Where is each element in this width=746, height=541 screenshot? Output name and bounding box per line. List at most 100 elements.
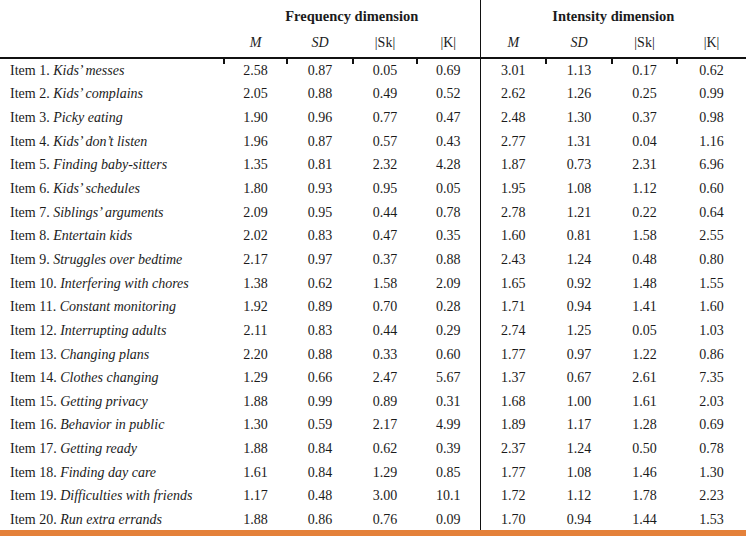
item-name: Finding day care (60, 465, 156, 480)
freq-kurtosis-cell: 0.47 (417, 106, 480, 130)
freq-skew-cell: 2.17 (353, 414, 417, 438)
item-name: Run extra errands (60, 512, 162, 527)
freq-skew-cell: 0.49 (353, 83, 417, 107)
intensity-sd-cell: 1.21 (546, 201, 612, 225)
freq-kurtosis-cell: 4.28 (417, 154, 480, 178)
intensity-skew-cell: 0.48 (612, 248, 677, 272)
intensity-sd-cell: 1.24 (546, 437, 612, 461)
table-row: Item 17. Getting ready 1.88 0.84 0.62 0.… (0, 437, 746, 461)
intensity-kurtosis-cell: 2.55 (677, 224, 746, 248)
item-column-header (0, 0, 224, 29)
accent-bar (0, 530, 746, 536)
intensity-mean-cell: 1.71 (480, 295, 546, 319)
intensity-skew-cell: 1.46 (612, 461, 677, 485)
freq-mean-cell: 2.58 (224, 58, 287, 83)
intensity-skew-cell: 1.22 (612, 343, 677, 367)
table-header: Frequency dimension Intensity dimension … (0, 0, 746, 58)
item-number: Item 4. (10, 134, 50, 149)
item-name: Finding baby-sitters (53, 157, 167, 172)
item-number: Item 11. (10, 299, 56, 314)
item-number: Item 19. (10, 488, 57, 503)
item-number: Item 8. (10, 228, 50, 243)
intensity-sd-cell: 0.81 (546, 224, 612, 248)
item-number: Item 16. (10, 417, 57, 432)
intensity-mean-cell: 1.87 (480, 154, 546, 178)
freq-skew-cell: 0.33 (353, 343, 417, 367)
intensity-mean-cell: 2.78 (480, 201, 546, 225)
item-number: Item 15. (10, 394, 57, 409)
freq-sd-cell: 0.62 (287, 272, 353, 296)
freq-skew-cell: 2.47 (353, 366, 417, 390)
item-number: Item 12. (10, 323, 57, 338)
intensity-kurtosis-cell: 0.86 (677, 343, 746, 367)
item-name: Picky eating (53, 110, 123, 125)
intensity-kurtosis-cell: 0.60 (677, 177, 746, 201)
freq-sd-cell: 0.95 (287, 201, 353, 225)
item-number: Item 3. (10, 110, 50, 125)
intensity-skew-cell: 1.78 (612, 485, 677, 509)
item-name: Clothes changing (60, 370, 158, 385)
item-name: Changing plans (60, 347, 149, 362)
item-name: Getting privacy (60, 394, 147, 409)
item-label-cell: Item 20. Run extra errands (0, 508, 224, 532)
freq-skew-header: |Sk| (353, 29, 417, 58)
table-row: Item 20. Run extra errands 1.88 0.86 0.7… (0, 508, 746, 532)
intensity-mean-cell: 2.48 (480, 106, 546, 130)
intensity-mean-cell: 1.65 (480, 272, 546, 296)
item-number: Item 6. (10, 181, 50, 196)
table-row: Item 1. Kids’ messes 2.58 0.87 0.05 0.69… (0, 58, 746, 83)
item-label-cell: Item 1. Kids’ messes (0, 58, 224, 83)
freq-mean-cell: 1.88 (224, 508, 287, 532)
freq-skew-cell: 0.70 (353, 295, 417, 319)
freq-sd-header: SD (287, 29, 353, 58)
freq-sd-cell: 0.86 (287, 508, 353, 532)
freq-skew-cell: 0.76 (353, 508, 417, 532)
item-label-cell: Item 3. Picky eating (0, 106, 224, 130)
intensity-skew-cell: 0.22 (612, 201, 677, 225)
item-number: Item 17. (10, 441, 57, 456)
freq-mean-cell: 2.09 (224, 201, 287, 225)
item-label-cell: Item 9. Struggles over bedtime (0, 248, 224, 272)
freq-mean-cell: 2.11 (224, 319, 287, 343)
intensity-skew-cell: 1.61 (612, 390, 677, 414)
intensity-kurtosis-cell: 0.62 (677, 58, 746, 83)
intensity-kurtosis-cell: 0.78 (677, 437, 746, 461)
item-number: Item 5. (10, 157, 50, 172)
table-row: Item 8. Entertain kids 2.02 0.83 0.47 0.… (0, 224, 746, 248)
item-name: Interfering with chores (60, 276, 189, 291)
freq-mean-cell: 1.92 (224, 295, 287, 319)
freq-kurtosis-cell: 2.09 (417, 272, 480, 296)
item-label-cell: Item 8. Entertain kids (0, 224, 224, 248)
intensity-skew-cell: 0.50 (612, 437, 677, 461)
intensity-sd-cell: 1.17 (546, 414, 612, 438)
item-number: Item 13. (10, 347, 57, 362)
intensity-mean-cell: 1.72 (480, 485, 546, 509)
intensity-sd-cell: 1.30 (546, 106, 612, 130)
table-row: Item 10. Interfering with chores 1.38 0.… (0, 272, 746, 296)
item-label-cell: Item 14. Clothes changing (0, 366, 224, 390)
freq-kurtosis-cell: 5.67 (417, 366, 480, 390)
table-row: Item 9. Struggles over bedtime 2.17 0.97… (0, 248, 746, 272)
intensity-kurtosis-cell: 2.23 (677, 485, 746, 509)
item-label-cell: Item 17. Getting ready (0, 437, 224, 461)
freq-skew-cell: 0.37 (353, 248, 417, 272)
intensity-mean-cell: 2.77 (480, 130, 546, 154)
freq-kurtosis-cell: 4.99 (417, 414, 480, 438)
intensity-sd-cell: 0.94 (546, 508, 612, 532)
freq-kurtosis-cell: 0.28 (417, 295, 480, 319)
intensity-sd-cell: 1.08 (546, 461, 612, 485)
intensity-skew-cell: 0.04 (612, 130, 677, 154)
freq-kurtosis-cell: 0.60 (417, 343, 480, 367)
item-label-cell: Item 13. Changing plans (0, 343, 224, 367)
freq-skew-cell: 1.58 (353, 272, 417, 296)
item-name: Kids’ messes (53, 63, 124, 78)
table-row: Item 3. Picky eating 1.90 0.96 0.77 0.47… (0, 106, 746, 130)
item-label-cell: Item 2. Kids’ complains (0, 83, 224, 107)
item-number: Item 7. (10, 205, 50, 220)
intensity-sd-cell: 1.00 (546, 390, 612, 414)
intensity-mean-cell: 1.77 (480, 461, 546, 485)
intensity-kurtosis-header: |K| (677, 29, 746, 58)
intensity-skew-cell: 1.44 (612, 508, 677, 532)
freq-mean-cell: 2.17 (224, 248, 287, 272)
freq-kurtosis-cell: 0.09 (417, 508, 480, 532)
